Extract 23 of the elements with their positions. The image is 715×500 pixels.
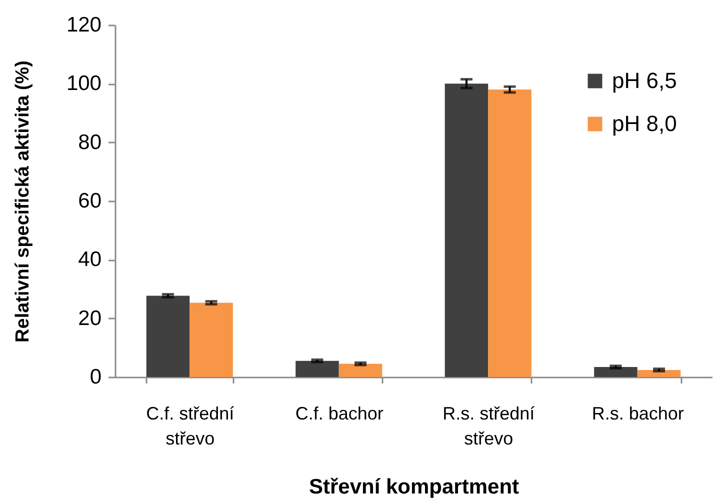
y-tick-label: 40 — [78, 248, 102, 272]
x-tick-label: C.f. střední střevo — [146, 404, 234, 448]
legend-label: pH 8,0 — [612, 111, 677, 136]
y-tick-label: 20 — [78, 306, 102, 330]
x-tick-label: C.f. bachor — [295, 404, 384, 424]
bar — [594, 367, 638, 377]
bar — [488, 90, 532, 377]
bar — [444, 84, 488, 377]
bar — [146, 296, 190, 377]
bar — [637, 370, 681, 377]
bar — [296, 360, 339, 377]
y-tick-label: 100 — [66, 72, 102, 96]
x-tick-label: R.s. střední střevo — [442, 404, 535, 448]
y-axis-title: Relativní specifická aktivita (%) — [12, 60, 34, 342]
x-tick-label: R.s. bachor — [592, 404, 684, 424]
y-tick-label: 80 — [78, 130, 102, 154]
y-tick-label: 120 — [66, 14, 102, 36]
legend-label: pH 6,5 — [612, 68, 677, 93]
bar — [190, 302, 233, 377]
x-axis-title: Střevní kompartment — [308, 476, 520, 498]
y-tick-label: 60 — [78, 190, 102, 212]
y-tick-label: 0 — [90, 366, 102, 388]
bar — [338, 364, 382, 377]
